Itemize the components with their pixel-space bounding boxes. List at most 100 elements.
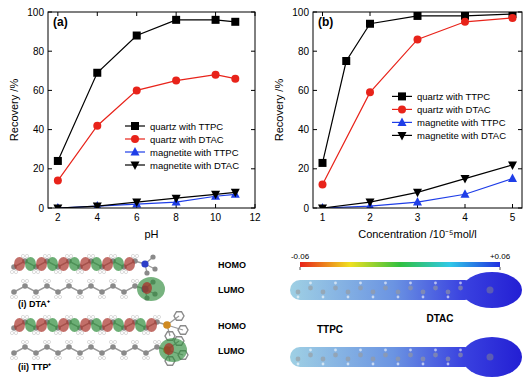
hydrogen [54, 331, 57, 334]
data-point [319, 180, 327, 188]
hydrogen [54, 270, 57, 273]
x-tick [176, 12, 177, 16]
atom [421, 357, 426, 362]
carbon [22, 283, 28, 289]
esp-map [290, 337, 522, 377]
hydrogen [25, 279, 28, 282]
legend-label: magnetite with DTAC [150, 160, 239, 171]
hydrogen [146, 331, 149, 334]
hydrogen [25, 254, 28, 257]
y-tick-label: 60 [298, 85, 310, 96]
orbital-lobe [14, 318, 25, 332]
atom [383, 286, 388, 291]
data-point [366, 199, 375, 208]
y-tick [313, 51, 317, 52]
carbon [33, 289, 39, 295]
orbital-lobe [124, 257, 135, 271]
atom [459, 349, 462, 352]
phosphorus [163, 321, 171, 329]
hydrogen [80, 270, 83, 273]
y-tick-label: 40 [33, 124, 45, 135]
x-tick [97, 12, 98, 16]
hydrogen [32, 356, 35, 359]
data-point [414, 35, 422, 43]
series-line [323, 179, 513, 208]
x-axis-title: Concentration /10⁻⁵mol/l [358, 228, 477, 240]
legend-marker [398, 117, 407, 126]
hydrogen [113, 340, 116, 343]
atom [372, 363, 375, 366]
atom [446, 357, 451, 362]
hydrogen [14, 331, 17, 334]
y-tick [313, 129, 317, 130]
hydrogen [76, 295, 79, 298]
data-point [231, 18, 239, 26]
legend: quartz with TTPCquartz with DTACmagnetit… [392, 91, 506, 141]
data-point [54, 157, 62, 165]
hydrogen [91, 340, 94, 343]
legend: quartz with TTPCquartz with DTACmagnetit… [125, 121, 239, 171]
hydrogen [58, 270, 61, 273]
data-point [133, 86, 141, 94]
data-point [172, 77, 180, 85]
hydrogen [69, 315, 72, 318]
atom [358, 353, 363, 358]
plot-data [318, 12, 517, 208]
x-tick-label: 2 [367, 212, 373, 223]
hydrogen [80, 331, 83, 334]
data-point [53, 205, 62, 209]
data-point [231, 189, 240, 198]
atom [346, 357, 351, 362]
data-point [413, 189, 422, 198]
map-label: TTPC [317, 324, 343, 335]
data-point [461, 189, 470, 198]
atom [397, 363, 400, 366]
carbon [11, 350, 17, 356]
carbon [143, 350, 149, 356]
orbital-lobe [47, 318, 58, 332]
hydrogen [124, 270, 127, 273]
x-tick [465, 204, 466, 208]
carbon [88, 344, 94, 350]
hydrogen [146, 356, 149, 359]
atom [434, 282, 437, 285]
atom [308, 286, 313, 291]
hydrogen [69, 340, 72, 343]
hydrogen [102, 331, 105, 334]
x-tick-label: 12 [249, 212, 261, 223]
hydrogen [102, 356, 105, 359]
hydrogen [153, 315, 156, 318]
carbon [132, 344, 138, 350]
phenyl-ring [174, 312, 184, 321]
x-tick-label: 2 [55, 212, 61, 223]
atom [309, 282, 312, 285]
atom [371, 290, 376, 295]
esp-surface [290, 347, 475, 367]
orbital-lobe [36, 318, 47, 332]
y-tick-label: 20 [298, 163, 310, 174]
hydrogen [120, 331, 123, 334]
carbon [55, 350, 61, 356]
hydrogen [142, 356, 145, 359]
data-point [172, 195, 181, 204]
orbital-label: LUMO [218, 346, 245, 356]
hydrogen [109, 340, 112, 343]
carbon [99, 350, 105, 356]
hydrogen [157, 340, 160, 343]
hydrogen [21, 340, 24, 343]
legend-label: quartz with TTPC [150, 121, 223, 132]
hydrogen [58, 331, 61, 334]
y-tick [251, 51, 255, 52]
y-tick-label: 20 [33, 163, 45, 174]
hydrogen [102, 295, 105, 298]
map-label: DTAC [426, 313, 453, 324]
y-tick [48, 129, 52, 130]
carbon [55, 289, 61, 295]
data-point [211, 191, 220, 200]
hydrogen [87, 340, 90, 343]
y-tick [251, 168, 255, 169]
hydrogen [124, 356, 127, 359]
hydrogen [65, 315, 68, 318]
atom [384, 349, 387, 352]
molecule [10, 312, 188, 341]
